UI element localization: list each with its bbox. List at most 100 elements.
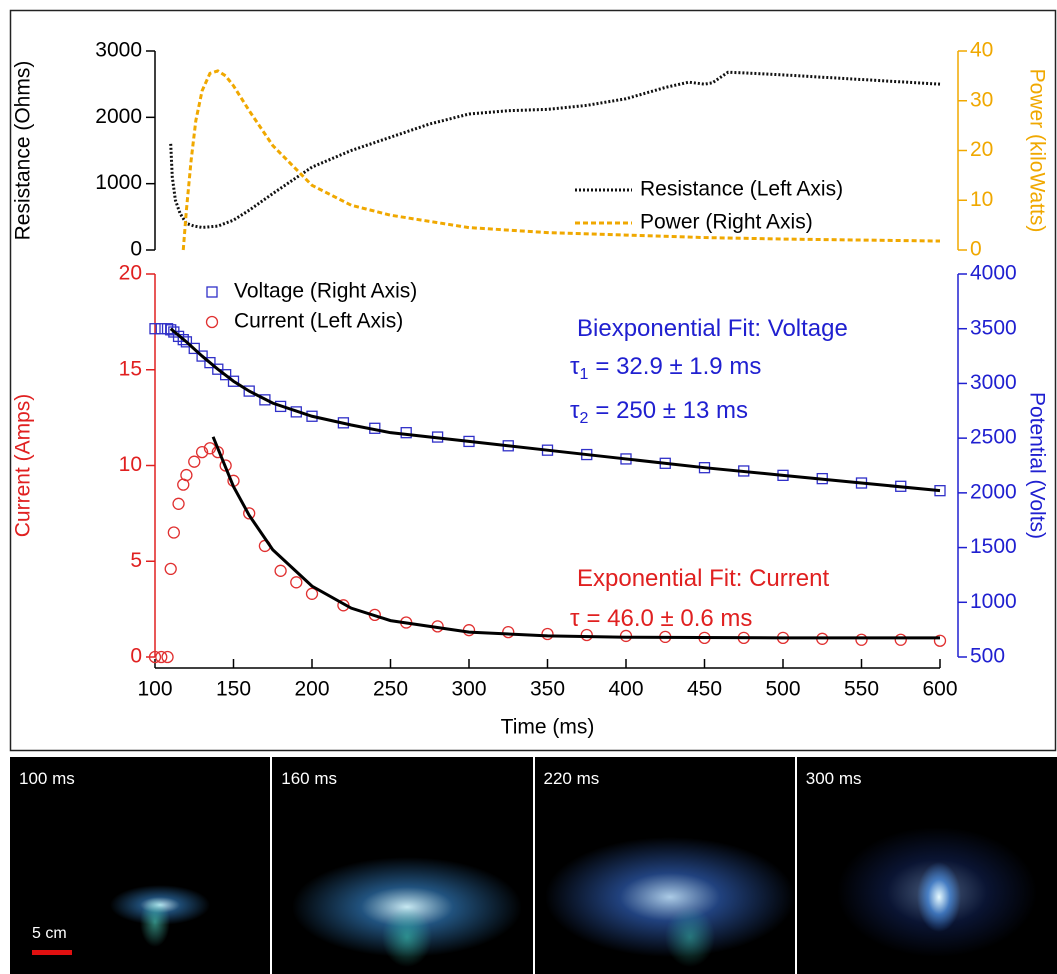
y2-axis-label: Power (kiloWatts): [1025, 69, 1048, 233]
photo-label: 220 ms: [543, 769, 600, 788]
frame: [9, 9, 1057, 752]
y2-tick-label: 30: [970, 88, 993, 111]
legend-label: Resistance (Left Axis): [640, 178, 843, 201]
marker-circle: [180, 468, 193, 482]
y2-tick-label: 10: [970, 188, 993, 211]
marker-square: [219, 369, 232, 381]
marker-square: [165, 324, 177, 336]
marker-circle: [188, 455, 201, 468]
marker-circle: [243, 507, 256, 520]
marker-square: [155, 323, 167, 335]
marker-circle: [502, 625, 515, 639]
scale-label: 5 cm: [32, 925, 67, 942]
y-axis-label: Current (Amps): [12, 394, 35, 538]
photo-label: 300 ms: [805, 769, 862, 788]
marker-square: [196, 350, 208, 362]
x-tick-label: 600: [922, 678, 957, 701]
x-tick-label: 550: [844, 678, 879, 701]
y2-tick-label: 1000: [970, 590, 1017, 613]
photo-label: 160 ms: [281, 769, 337, 788]
x-tick-label: 500: [765, 678, 800, 701]
y2-tick-label: 500: [970, 645, 1005, 668]
y2-tick-label: 3500: [970, 316, 1017, 339]
annotation-text: = 32.9 ± 1.9 ms: [595, 353, 761, 380]
legend-label: Power (Right Axis): [640, 211, 813, 234]
marker-circle: [290, 576, 303, 589]
annotation-symbol: τ: [570, 397, 580, 424]
photo-panel: 160 ms: [272, 757, 533, 974]
fit-line: [169, 327, 941, 493]
marker-square: [149, 323, 161, 335]
marker-circle: [195, 445, 209, 459]
marker-square: [204, 356, 216, 369]
legend-marker: [205, 315, 219, 329]
marker-circle: [161, 650, 174, 664]
x-tick-label: 300: [451, 678, 486, 701]
marker-square: [177, 334, 189, 346]
y-axis-label: Resistance (Ohms): [12, 61, 35, 241]
data-line: [169, 70, 941, 229]
y-tick-label: 0: [130, 645, 142, 668]
photo-panel: 300 ms: [796, 757, 1057, 974]
legend-marker: [206, 286, 218, 298]
x-tick-label: 350: [530, 678, 565, 701]
marker-circle: [203, 442, 217, 455]
marker-circle: [855, 633, 868, 646]
data-line: [181, 69, 941, 251]
annotation: τ = 46.0 ± 0.6 ms: [570, 605, 752, 632]
y-tick-label: 0: [130, 238, 142, 261]
glow: [140, 897, 170, 947]
photo-label: 100 ms: [19, 769, 75, 788]
glow: [916, 862, 961, 932]
marker-square: [188, 342, 200, 355]
marker-circle: [172, 497, 185, 510]
scale-bar: [32, 950, 72, 955]
y2-tick-label: 4000: [970, 262, 1017, 285]
marker-circle: [155, 650, 168, 664]
annotation-text: Biexponential Fit: Voltage: [577, 315, 848, 342]
y-tick-label: 2000: [95, 105, 142, 128]
y-tick-label: 10: [119, 453, 142, 476]
marker-square: [243, 385, 255, 397]
y2-tick-label: 2000: [970, 480, 1017, 503]
annotation-text: = 250 ± 13 ms: [595, 397, 748, 424]
x-tick-label: 200: [294, 678, 329, 701]
marker-circle: [164, 562, 177, 576]
y2-tick-label: 3000: [970, 371, 1017, 394]
annotation-text: Exponential Fit: Current: [577, 565, 829, 592]
annotation: τ2 = 250 ± 13 ms: [570, 397, 748, 427]
x-tick-label: 400: [608, 678, 643, 701]
y-tick-label: 5: [130, 549, 142, 572]
marker-square: [259, 394, 271, 406]
y-tick-label: 1000: [95, 171, 142, 194]
marker-circle: [580, 628, 593, 642]
annotation-symbol: τ: [570, 605, 580, 632]
y-tick-label: 15: [119, 357, 142, 380]
photo-strip: 100 ms 5 cm 160 ms 220 ms 300 ms: [10, 757, 1057, 974]
photo-panel: 100 ms 5 cm: [10, 757, 271, 974]
marker-circle: [274, 564, 287, 577]
y2-tick-label: 2500: [970, 426, 1017, 449]
annotation-subscript: 2: [579, 410, 588, 427]
marker-square: [227, 375, 240, 387]
photo-panel: 220 ms: [534, 757, 795, 974]
marker-circle: [305, 587, 319, 600]
x-tick-label: 150: [216, 678, 251, 701]
legend-label: Voltage (Right Axis): [234, 280, 417, 303]
y2-tick-label: 40: [970, 39, 993, 62]
x-tick-label: 100: [137, 678, 172, 701]
legend-label: Current (Left Axis): [234, 310, 403, 333]
marker-square: [180, 336, 193, 348]
marker-circle: [148, 650, 162, 664]
annotation: Exponential Fit: Current: [577, 565, 829, 592]
marker-circle: [933, 634, 947, 647]
y2-axis-label: Potential (Volts): [1025, 392, 1048, 539]
marker-circle: [167, 526, 180, 539]
glow: [382, 907, 433, 967]
x-tick-label: 450: [687, 678, 722, 701]
annotation: Biexponential Fit: Voltage: [577, 315, 848, 342]
fit-line: [211, 436, 940, 640]
marker-circle: [894, 633, 907, 646]
